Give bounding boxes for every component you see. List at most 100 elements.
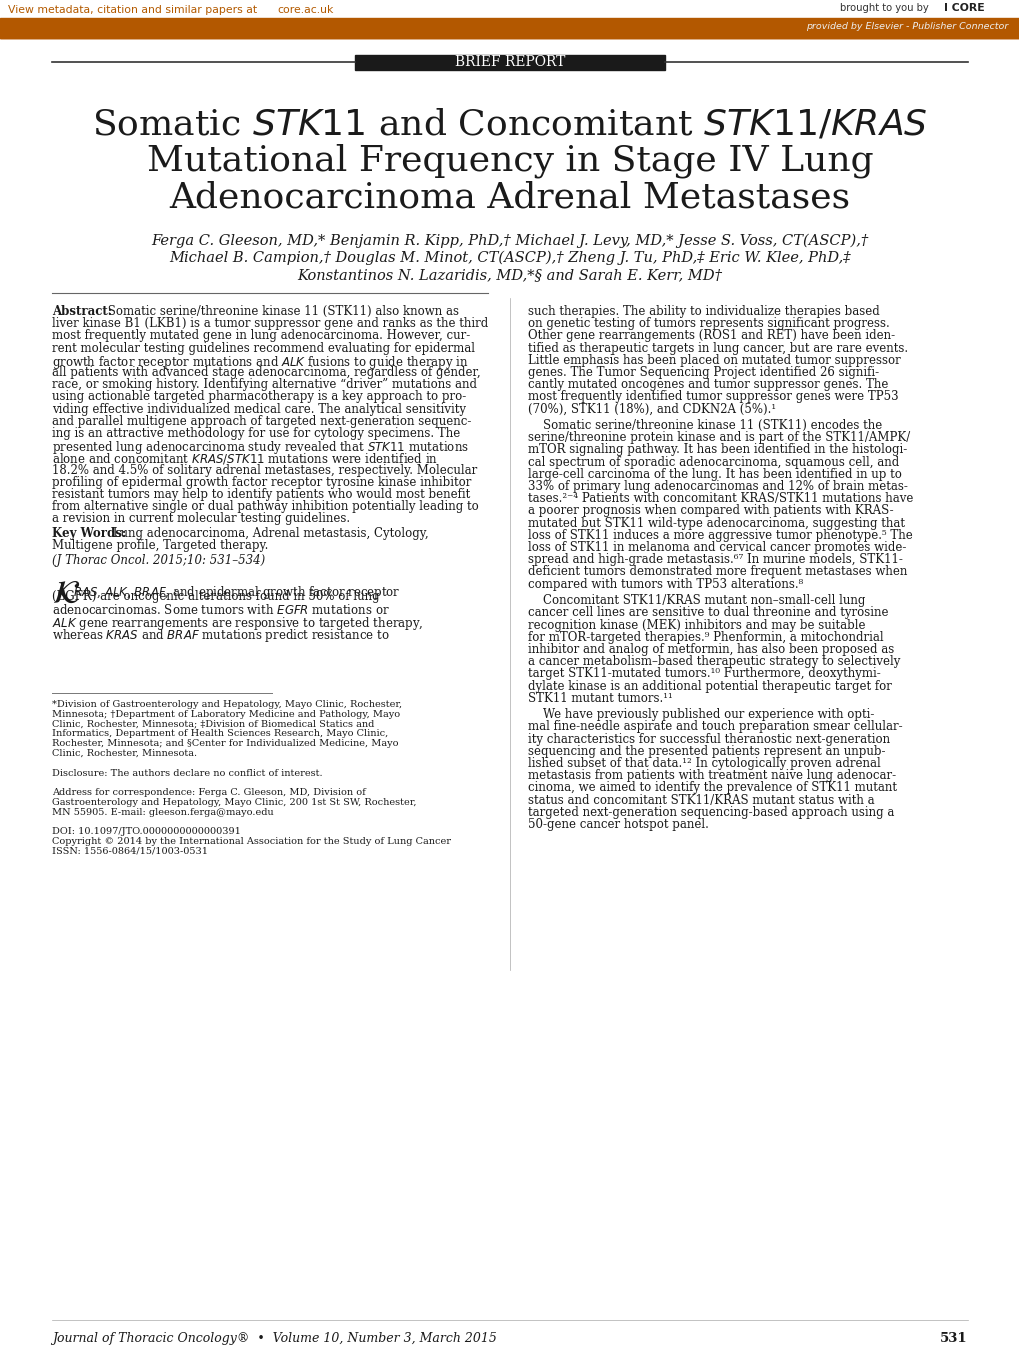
- Text: presented lung adenocarcinoma study revealed that $\mathit{STK11}$ mutations: presented lung adenocarcinoma study reve…: [52, 440, 469, 456]
- Text: BRIEF REPORT: BRIEF REPORT: [454, 56, 565, 70]
- Text: sequencing and the presented patients represent an unpub-: sequencing and the presented patients re…: [528, 745, 884, 758]
- Text: Other gene rearrangements (ROS1 and RET) have been iden-: Other gene rearrangements (ROS1 and RET)…: [528, 329, 895, 343]
- Text: Gastroenterology and Hepatology, Mayo Clinic, 200 1st St SW, Rochester,: Gastroenterology and Hepatology, Mayo Cl…: [52, 799, 416, 807]
- Text: metastasis from patients with treatment naive lung adenocar-: metastasis from patients with treatment …: [528, 770, 896, 782]
- Text: targeted next-generation sequencing-based approach using a: targeted next-generation sequencing-base…: [528, 805, 894, 819]
- Text: recognition kinase (MEK) inhibitors and may be suitable: recognition kinase (MEK) inhibitors and …: [528, 618, 865, 632]
- Text: most frequently identified tumor suppressor genes were TP53: most frequently identified tumor suppres…: [528, 390, 898, 404]
- Text: lished subset of that data.¹² In cytologically proven adrenal: lished subset of that data.¹² In cytolog…: [528, 758, 879, 770]
- Bar: [0, 20, 1019, 38]
- Text: View metadata, citation and similar papers at: View metadata, citation and similar pape…: [8, 5, 261, 15]
- Text: Clinic, Rochester, Minnesota; ‡Division of Biomedical Statics and: Clinic, Rochester, Minnesota; ‡Division …: [52, 719, 374, 729]
- Text: Copyright © 2014 by the International Association for the Study of Lung Cancer: Copyright © 2014 by the International As…: [52, 837, 450, 846]
- Text: all patients with advanced stage adenocarcinoma, regardless of gender,: all patients with advanced stage adenoca…: [52, 366, 480, 379]
- Text: from alternative single or dual pathway inhibition potentially leading to: from alternative single or dual pathway …: [52, 500, 478, 513]
- Text: *Division of Gastroenterology and Hepatology, Mayo Clinic, Rochester,: *Division of Gastroenterology and Hepato…: [52, 700, 401, 708]
- Text: Abstract:: Abstract:: [52, 304, 112, 318]
- Text: for mTOR-targeted therapies.⁹ Phenformin, a mitochondrial: for mTOR-targeted therapies.⁹ Phenformin…: [528, 631, 882, 644]
- Text: Minnesota; †Department of Laboratory Medicine and Pathology, Mayo: Minnesota; †Department of Laboratory Med…: [52, 710, 399, 719]
- Text: (70%), STK11 (18%), and CDKN2A (5%).¹: (70%), STK11 (18%), and CDKN2A (5%).¹: [528, 403, 775, 415]
- Text: target STK11-mutated tumors.¹⁰ Furthermore, deoxythymi-: target STK11-mutated tumors.¹⁰ Furthermo…: [528, 667, 879, 680]
- Text: growth factor receptor mutations and $\mathit{ALK}$ fusions to guide therapy in: growth factor receptor mutations and $\m…: [52, 354, 469, 371]
- Text: $\mathcal{K}$: $\mathcal{K}$: [52, 579, 81, 610]
- Text: cal spectrum of sporadic adenocarcinoma, squamous cell, and: cal spectrum of sporadic adenocarcinoma,…: [528, 456, 899, 468]
- Text: most frequently mutated gene in lung adenocarcinoma. However, cur-: most frequently mutated gene in lung ade…: [52, 329, 470, 343]
- Text: a poorer prognosis when compared with patients with KRAS-: a poorer prognosis when compared with pa…: [528, 505, 893, 517]
- Text: provided by Elsevier - Publisher Connector: provided by Elsevier - Publisher Connect…: [805, 22, 1007, 31]
- Text: alone and concomitant $\mathit{KRAS/STK11}$ mutations were identified in: alone and concomitant $\mathit{KRAS/STK1…: [52, 452, 437, 467]
- Text: resistant tumors may help to identify patients who would most benefit: resistant tumors may help to identify pa…: [52, 489, 470, 501]
- Text: Konstantinos N. Lazaridis, MD,*§ and Sarah E. Kerr, MD†: Konstantinos N. Lazaridis, MD,*§ and Sar…: [298, 268, 721, 283]
- Text: tified as therapeutic targets in lung cancer, but are rare events.: tified as therapeutic targets in lung ca…: [528, 341, 907, 355]
- Text: mutated but STK11 wild-type adenocarcinoma, suggesting that: mutated but STK11 wild-type adenocarcino…: [528, 517, 904, 530]
- Text: liver kinase B1 (LKB1) is a tumor suppressor gene and ranks as the third: liver kinase B1 (LKB1) is a tumor suppre…: [52, 317, 488, 330]
- Text: Ferga C. Gleeson, MD,* Benjamin R. Kipp, PhD,† Michael J. Levy, MD,* Jesse S. Vo: Ferga C. Gleeson, MD,* Benjamin R. Kipp,…: [151, 233, 868, 248]
- Text: adenocarcinomas. Some tumors with $\mathit{EGFR}$ mutations or: adenocarcinomas. Some tumors with $\math…: [52, 602, 389, 617]
- Text: (EGFR) are oncogenic alterations found in 50% of lung: (EGFR) are oncogenic alterations found i…: [52, 591, 379, 603]
- Text: 18.2% and 4.5% of solitary adrenal metastases, respectively. Molecular: 18.2% and 4.5% of solitary adrenal metas…: [52, 464, 477, 476]
- Text: MN 55905. E-mail: gleeson.ferga@mayo.edu: MN 55905. E-mail: gleeson.ferga@mayo.edu: [52, 808, 273, 816]
- Text: Somatic serine/threonine kinase 11 (STK11) also known as: Somatic serine/threonine kinase 11 (STK1…: [104, 304, 459, 318]
- Text: Disclosure: The authors declare no conflict of interest.: Disclosure: The authors declare no confl…: [52, 768, 322, 778]
- Text: a revision in current molecular testing guidelines.: a revision in current molecular testing …: [52, 512, 350, 526]
- Text: Key Words:: Key Words:: [52, 527, 126, 539]
- Bar: [0, 20, 1019, 38]
- Text: mal fine-needle aspirate and touch preparation smear cellular-: mal fine-needle aspirate and touch prepa…: [528, 721, 902, 733]
- Text: loss of STK11 in melanoma and cervical cancer promotes wide-: loss of STK11 in melanoma and cervical c…: [528, 541, 906, 554]
- Text: a cancer metabolism–based therapeutic strategy to selectively: a cancer metabolism–based therapeutic st…: [528, 655, 900, 667]
- Text: Multigene profile, Targeted therapy.: Multigene profile, Targeted therapy.: [52, 539, 268, 551]
- Text: DOI: 10.1097/JTO.0000000000000391: DOI: 10.1097/JTO.0000000000000391: [52, 827, 240, 837]
- Text: such therapies. The ability to individualize therapies based: such therapies. The ability to individua…: [528, 304, 878, 318]
- Text: on genetic testing of tumors represents significant progress.: on genetic testing of tumors represents …: [528, 317, 889, 330]
- Text: mTOR signaling pathway. It has been identified in the histologi-: mTOR signaling pathway. It has been iden…: [528, 444, 906, 456]
- Text: race, or smoking history. Identifying alternative “driver” mutations and: race, or smoking history. Identifying al…: [52, 378, 477, 392]
- Text: STK11 mutant tumors.¹¹: STK11 mutant tumors.¹¹: [528, 692, 673, 704]
- Text: status and concomitant STK11/KRAS mutant status with a: status and concomitant STK11/KRAS mutant…: [528, 793, 873, 807]
- Text: We have previously published our experience with opti-: We have previously published our experie…: [528, 708, 873, 721]
- Text: profiling of epidermal growth factor receptor tyrosine kinase inhibitor: profiling of epidermal growth factor rec…: [52, 476, 471, 489]
- Text: inhibitor and analog of metformin, has also been proposed as: inhibitor and analog of metformin, has a…: [528, 643, 894, 657]
- Text: loss of STK11 induces a more aggressive tumor phenotype.⁵ The: loss of STK11 induces a more aggressive …: [528, 528, 912, 542]
- Text: 531: 531: [940, 1332, 967, 1345]
- Text: ity characteristics for successful theranostic next-generation: ity characteristics for successful thera…: [528, 733, 890, 745]
- Text: genes. The Tumor Sequencing Project identified 26 signifi-: genes. The Tumor Sequencing Project iden…: [528, 366, 878, 379]
- Text: spread and high-grade metastasis.⁶⁷ In murine models, STK11-: spread and high-grade metastasis.⁶⁷ In m…: [528, 553, 902, 566]
- Text: 50-gene cancer hotspot panel.: 50-gene cancer hotspot panel.: [528, 818, 708, 831]
- Text: $\mathit{RAS}$, $\mathit{ALK}$, $\mathit{BRAF}$, and epidermal growth factor rec: $\mathit{RAS}$, $\mathit{ALK}$, $\mathit…: [73, 584, 400, 601]
- Text: Address for correspondence: Ferga C. Gleeson, MD, Division of: Address for correspondence: Ferga C. Gle…: [52, 788, 366, 797]
- Text: Michael B. Campion,† Douglas M. Minot, CT(ASCP),† Zheng J. Tu, PhD,‡ Eric W. Kle: Michael B. Campion,† Douglas M. Minot, C…: [169, 251, 850, 265]
- Text: ing is an attractive methodology for use for cytology specimens. The: ing is an attractive methodology for use…: [52, 427, 460, 440]
- Text: Rochester, Minnesota; and §Center for Individualized Medicine, Mayo: Rochester, Minnesota; and §Center for In…: [52, 740, 398, 748]
- Text: cinoma, we aimed to identify the prevalence of STK11 mutant: cinoma, we aimed to identify the prevale…: [528, 781, 896, 794]
- Text: (J Thorac Oncol. 2015;10: 531–534): (J Thorac Oncol. 2015;10: 531–534): [52, 554, 265, 566]
- Text: 33% of primary lung adenocarcinomas and 12% of brain metas-: 33% of primary lung adenocarcinomas and …: [528, 480, 907, 493]
- Text: brought to you by: brought to you by: [840, 3, 928, 14]
- Text: $\mathit{ALK}$ gene rearrangements are responsive to targeted therapy,: $\mathit{ALK}$ gene rearrangements are r…: [52, 614, 423, 632]
- Text: deficient tumors demonstrated more frequent metastases when: deficient tumors demonstrated more frequ…: [528, 565, 907, 579]
- Text: tases.²⁻⁴ Patients with concomitant KRAS/STK11 mutations have: tases.²⁻⁴ Patients with concomitant KRAS…: [528, 493, 912, 505]
- Text: Concomitant STK11/KRAS mutant non–small-cell lung: Concomitant STK11/KRAS mutant non–small-…: [528, 594, 864, 607]
- Text: Mutational Frequency in Stage IV Lung: Mutational Frequency in Stage IV Lung: [147, 143, 872, 179]
- Text: using actionable targeted pharmacotherapy is a key approach to pro-: using actionable targeted pharmacotherap…: [52, 390, 466, 404]
- Text: Adenocarcinoma Adrenal Metastases: Adenocarcinoma Adrenal Metastases: [169, 180, 850, 214]
- Text: cantly mutated oncogenes and tumor suppressor genes. The: cantly mutated oncogenes and tumor suppr…: [528, 378, 888, 392]
- Text: serine/threonine protein kinase and is part of the STK11/AMPK/: serine/threonine protein kinase and is p…: [528, 431, 909, 444]
- Text: large-cell carcinoma of the lung. It has been identified in up to: large-cell carcinoma of the lung. It has…: [528, 468, 901, 480]
- Text: whereas $\mathit{KRAS}$ and $\mathit{BRAF}$ mutations predict resistance to: whereas $\mathit{KRAS}$ and $\mathit{BRA…: [52, 627, 389, 644]
- Text: viding effective individualized medical care. The analytical sensitivity: viding effective individualized medical …: [52, 403, 466, 415]
- Text: compared with tumors with TP53 alterations.⁸: compared with tumors with TP53 alteratio…: [528, 577, 803, 591]
- Text: cancer cell lines are sensitive to dual threonine and tyrosine: cancer cell lines are sensitive to dual …: [528, 606, 888, 620]
- Text: dylate kinase is an additional potential therapeutic target for: dylate kinase is an additional potential…: [528, 680, 891, 692]
- Text: Ⅰ CORE: Ⅰ CORE: [943, 3, 983, 14]
- Bar: [0, 18, 1019, 38]
- Text: Somatic serine/threonine kinase 11 (STK11) encodes the: Somatic serine/threonine kinase 11 (STK1…: [528, 419, 881, 433]
- Text: core.ac.uk: core.ac.uk: [277, 5, 333, 15]
- Text: rent molecular testing guidelines recommend evaluating for epidermal: rent molecular testing guidelines recomm…: [52, 341, 475, 355]
- Text: Informatics, Department of Health Sciences Research, Mayo Clinic,: Informatics, Department of Health Scienc…: [52, 729, 388, 738]
- Text: Somatic $\mathit{STK11}$ and Concomitant $\mathit{STK11/KRAS}$: Somatic $\mathit{STK11}$ and Concomitant…: [92, 108, 927, 142]
- Text: Journal of Thoracic Oncology®  •  Volume 10, Number 3, March 2015: Journal of Thoracic Oncology® • Volume 1…: [52, 1332, 496, 1345]
- Text: and parallel multigene approach of targeted next-generation sequenc-: and parallel multigene approach of targe…: [52, 415, 471, 427]
- Bar: [355, 55, 664, 70]
- Text: Little emphasis has been placed on mutated tumor suppressor: Little emphasis has been placed on mutat…: [528, 354, 900, 367]
- Text: ISSN: 1556-0864/15/1003-0531: ISSN: 1556-0864/15/1003-0531: [52, 848, 208, 856]
